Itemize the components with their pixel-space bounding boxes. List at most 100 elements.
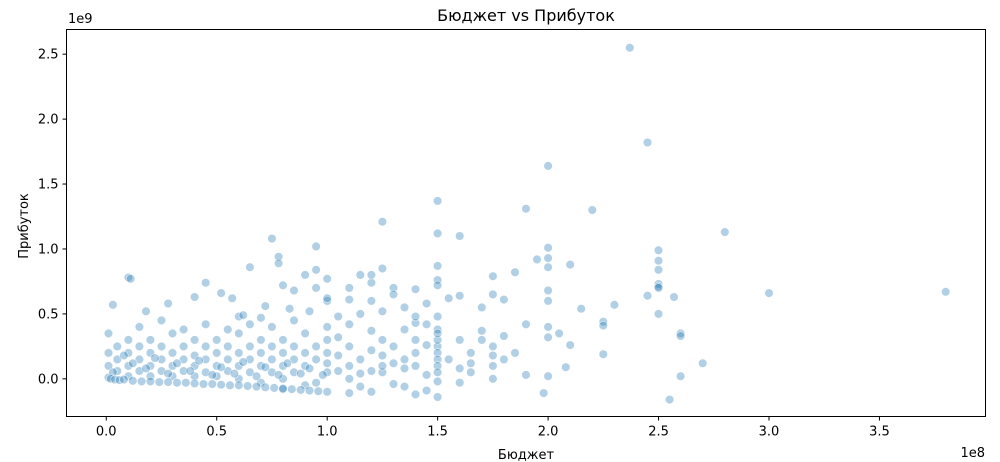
data-point bbox=[322, 274, 332, 284]
data-point bbox=[355, 369, 365, 379]
data-point bbox=[410, 361, 421, 371]
plot-frame bbox=[66, 29, 986, 417]
y-axis-label: Прибуток bbox=[17, 193, 32, 259]
data-point bbox=[499, 354, 509, 365]
data-point bbox=[103, 328, 114, 339]
data-point bbox=[433, 311, 443, 322]
data-point bbox=[311, 241, 321, 251]
data-point bbox=[322, 348, 332, 358]
data-point bbox=[377, 350, 388, 361]
data-point bbox=[167, 328, 178, 339]
data-point bbox=[322, 387, 332, 397]
data-point bbox=[267, 322, 277, 332]
data-point bbox=[388, 283, 399, 293]
data-point bbox=[311, 341, 321, 352]
data-point bbox=[141, 363, 151, 374]
data-point bbox=[103, 361, 114, 371]
data-point bbox=[150, 353, 160, 363]
data-point bbox=[296, 369, 306, 379]
data-point bbox=[366, 270, 377, 280]
data-point bbox=[194, 356, 204, 366]
data-point bbox=[366, 278, 377, 288]
data-point bbox=[322, 296, 332, 306]
data-point bbox=[653, 283, 664, 293]
data-point bbox=[289, 341, 299, 352]
data-point bbox=[167, 348, 178, 358]
data-point bbox=[653, 245, 664, 255]
data-point bbox=[311, 283, 321, 293]
data-point bbox=[300, 348, 310, 358]
data-point bbox=[455, 363, 465, 374]
data-point bbox=[587, 205, 597, 215]
data-point bbox=[156, 315, 167, 326]
data-point bbox=[287, 384, 297, 394]
data-point bbox=[274, 252, 284, 262]
y-axis-offset-label: 1e9 bbox=[68, 12, 93, 27]
data-point bbox=[377, 367, 388, 377]
data-point bbox=[477, 302, 487, 313]
data-point bbox=[433, 275, 443, 285]
data-point bbox=[163, 377, 173, 387]
data-point bbox=[190, 292, 200, 302]
data-point bbox=[521, 204, 531, 214]
data-point bbox=[410, 389, 421, 400]
data-point bbox=[154, 377, 164, 387]
data-point bbox=[344, 341, 354, 352]
data-point bbox=[433, 392, 443, 402]
data-point bbox=[278, 348, 288, 358]
data-point bbox=[245, 262, 255, 272]
data-point bbox=[238, 310, 248, 320]
data-point bbox=[313, 386, 323, 396]
data-point bbox=[377, 306, 388, 316]
data-point bbox=[260, 382, 270, 392]
data-point bbox=[201, 341, 211, 352]
data-point bbox=[675, 371, 686, 381]
data-point bbox=[455, 231, 465, 241]
data-point bbox=[278, 280, 288, 290]
data-point bbox=[318, 370, 328, 380]
data-point bbox=[433, 348, 443, 358]
data-point bbox=[355, 354, 365, 365]
data-point bbox=[675, 331, 686, 341]
data-point bbox=[256, 348, 266, 358]
data-point bbox=[285, 304, 295, 314]
data-point bbox=[344, 283, 354, 293]
data-point bbox=[123, 348, 133, 358]
data-point bbox=[141, 306, 151, 316]
data-point bbox=[598, 317, 608, 327]
data-point bbox=[609, 300, 620, 310]
y-tick-label: 1.5 bbox=[38, 178, 59, 193]
data-point bbox=[145, 361, 155, 371]
data-point bbox=[366, 296, 377, 306]
data-point bbox=[488, 350, 498, 361]
data-point bbox=[251, 382, 262, 392]
data-point bbox=[653, 265, 664, 275]
data-point bbox=[344, 319, 354, 329]
data-point bbox=[344, 374, 354, 384]
y-tick-label: 0.5 bbox=[38, 307, 59, 322]
data-point bbox=[543, 161, 553, 171]
data-point bbox=[366, 345, 377, 355]
data-point bbox=[422, 385, 432, 396]
data-point bbox=[322, 358, 332, 368]
data-point bbox=[698, 358, 708, 368]
x-tick-label: 2.0 bbox=[538, 425, 559, 440]
data-point bbox=[488, 341, 498, 352]
data-point bbox=[311, 378, 321, 388]
data-point bbox=[388, 379, 399, 389]
data-point bbox=[377, 263, 388, 274]
data-point bbox=[190, 378, 200, 389]
data-point bbox=[267, 234, 277, 244]
data-point bbox=[488, 374, 498, 384]
data-point bbox=[172, 378, 182, 388]
data-point bbox=[433, 280, 443, 290]
data-point bbox=[510, 348, 520, 358]
data-point bbox=[625, 43, 635, 53]
data-point bbox=[433, 261, 443, 271]
data-point bbox=[720, 227, 730, 237]
x-axis-offset-label: 1e8 bbox=[960, 446, 985, 461]
data-point bbox=[521, 370, 531, 380]
data-point bbox=[433, 367, 443, 377]
